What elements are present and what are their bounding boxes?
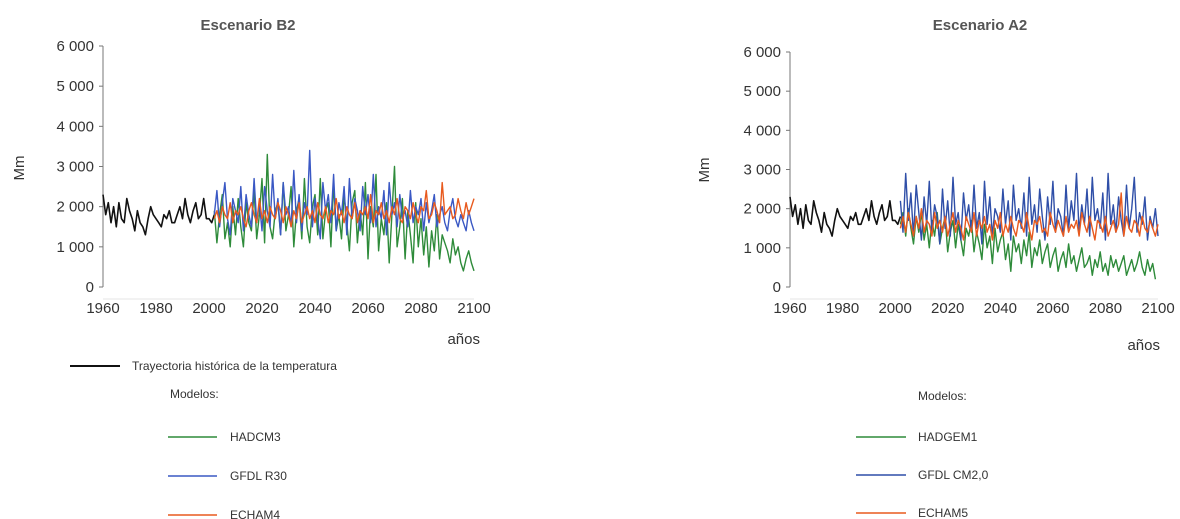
y-tick-label: 2 000 <box>743 201 781 218</box>
y-axis-label: Mm <box>11 156 28 181</box>
x-tick-label: 2020 <box>931 300 964 317</box>
x-tick-label: 2060 <box>1036 300 1069 317</box>
x-tick-label: 2080 <box>1089 300 1122 317</box>
series-line-2 <box>899 172 1159 245</box>
x-tick-label: 2040 <box>298 300 331 317</box>
y-tick-label: 1 000 <box>56 239 94 256</box>
x-tick-label: 1980 <box>139 300 172 317</box>
y-axis-label: Mm <box>696 158 713 183</box>
y-tick-label: 2 000 <box>56 199 94 216</box>
chart-panel-b2: Escenario B2 0 1 000 2 000 3 000 4 000 5 000 6 … <box>11 17 491 519</box>
legend-label-model: HADGEM1 <box>918 430 978 444</box>
y-tick-label: 0 <box>86 279 94 296</box>
y-tick-label: 4 000 <box>56 118 94 135</box>
x-tick-label: 1960 <box>773 300 806 317</box>
x-axis-label: años <box>1127 337 1160 354</box>
legend-label-historical: Trayectoria histórica de la temperatura <box>132 359 337 373</box>
x-tick-label: 2060 <box>351 300 384 317</box>
x-tick-label: 2000 <box>878 300 911 317</box>
series-line-2 <box>213 149 475 240</box>
y-tick-label: 5 000 <box>743 83 781 100</box>
x-tick-label: 2100 <box>457 300 490 317</box>
y-tick-label: 5 000 <box>56 78 94 95</box>
legend-label-model: GFDL CM2,0 <box>918 468 989 482</box>
chart-panel-a2: Escenario A2 0 1 000 2 000 3 000 4 000 5 000 6 … <box>590 0 1180 519</box>
chart-b2: Escenario B2 0 1 000 2 000 3 000 4 000 5 000 6 … <box>11 17 491 519</box>
series-line-3 <box>213 181 475 228</box>
x-tick-label: 2040 <box>984 300 1017 317</box>
series-line-3 <box>899 192 1159 241</box>
x-tick-label: 1980 <box>826 300 859 317</box>
x-tick-label: 2020 <box>245 300 278 317</box>
legend-label-model: ECHAM4 <box>230 508 280 519</box>
legend-label-model: HADCM3 <box>230 430 281 444</box>
chart-title: Escenario B2 <box>200 17 295 34</box>
y-tick-label: 6 000 <box>56 38 94 55</box>
y-tick-label: 3 000 <box>743 162 781 179</box>
x-tick-label: 1960 <box>86 300 119 317</box>
x-tick-label: 2100 <box>1141 300 1174 317</box>
x-tick-label: 2080 <box>404 300 437 317</box>
y-tick-label: 0 <box>773 279 781 296</box>
chart-a2: Escenario A2 0 1 000 2 000 3 000 4 000 5 000 6 … <box>696 17 1175 519</box>
chart-title: Escenario A2 <box>933 17 1028 34</box>
y-tick-label: 6 000 <box>743 44 781 61</box>
legend-heading: Modelos: <box>170 387 219 401</box>
series-line-0 <box>102 194 216 236</box>
y-tick-label: 4 000 <box>743 122 781 139</box>
legend-label-model: ECHAM5 <box>918 506 968 519</box>
y-tick-label: 1 000 <box>743 240 781 257</box>
x-tick-label: 2000 <box>192 300 225 317</box>
y-tick-label: 3 000 <box>56 159 94 176</box>
series-line-0 <box>789 196 902 237</box>
legend-heading: Modelos: <box>918 389 967 403</box>
x-axis-label: años <box>447 331 480 348</box>
legend-label-model: GFDL R30 <box>230 469 287 483</box>
